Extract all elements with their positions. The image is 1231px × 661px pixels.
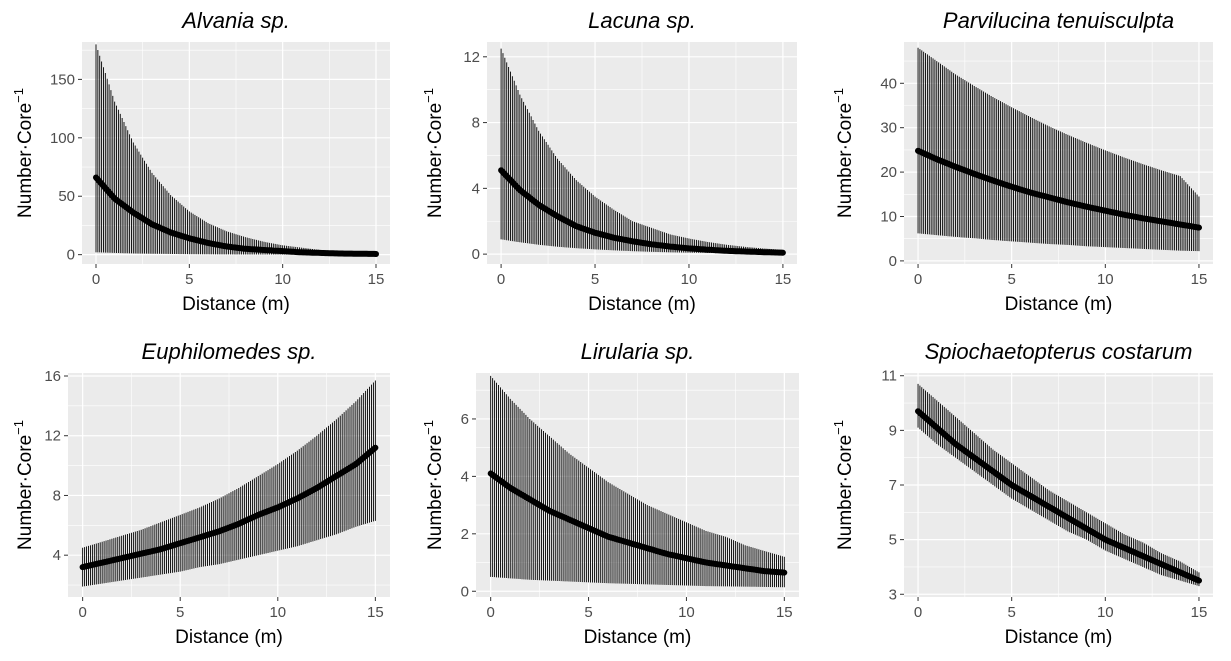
- chart-lacuna: 0 5 10 15 0 4 8 12 Lacuna sp. Distance (m) Number·…: [421, 8, 797, 315]
- chart-5-x-tick-label: 0: [914, 604, 922, 621]
- chart-5-x-tick-label: 15: [1191, 604, 1208, 621]
- chart-2-y-axis-title: Number·Core−1: [831, 88, 856, 218]
- chart-1-y-tick-label: 12: [463, 49, 480, 66]
- chart-3-x-tick-label: 10: [269, 604, 286, 621]
- chart-1-x-tick-label: 0: [497, 271, 505, 288]
- chart-5-y-tick-label: 3: [889, 586, 897, 603]
- panel-spiochaetopterus: 0 5 10 15 3 5 7 9 11 Spiochaetopterus costarum Dis…: [820, 330, 1230, 660]
- chart-0-x-tick-label: 0: [92, 271, 100, 288]
- chart-2-x-tick-label: 15: [1191, 271, 1208, 288]
- chart-3-x-tick-label: 0: [78, 604, 86, 621]
- chart-3-y-axis-title-superscript: −1: [11, 420, 26, 435]
- chart-0-y-tick-label: 0: [67, 247, 75, 264]
- chart-1-y-tick-label: 0: [472, 246, 480, 263]
- chart-2-x-tick-label: 5: [1008, 271, 1016, 288]
- chart-0-y-axis-title-superscript: −1: [11, 88, 26, 103]
- chart-0-x-tick-label: 15: [368, 271, 385, 288]
- chart-1-x-tick-label: 10: [681, 271, 698, 288]
- chart-1-y-axis-title-superscript: −1: [421, 88, 436, 103]
- chart-5-y-tick-label: 5: [889, 532, 897, 549]
- chart-4-y-axis-title: Number·Core−1: [421, 420, 446, 550]
- chart-1-x-tick-label: 5: [591, 271, 599, 288]
- chart-2-y-tick-label: 10: [880, 208, 897, 225]
- chart-0-x-tick-label: 10: [274, 271, 291, 288]
- chart-3-x-tick-label: 5: [176, 604, 184, 621]
- chart-4-x-tick-label: 0: [487, 604, 495, 621]
- chart-0-title: Alvania sp.: [180, 8, 290, 33]
- panel-euphilomedes: 0 5 10 15 4 8 12 16 Euphilomedes sp. Distance (m)…: [0, 330, 410, 660]
- chart-2-x-axis-title: Distance (m): [1005, 294, 1113, 315]
- panel-lacuna: 0 5 10 15 0 4 8 12 Lacuna sp. Distance (m) Number·…: [410, 0, 820, 330]
- panel-parvilucina: 0 5 10 15 0 10 20 30 40 Parvilucina tenuisculpta D…: [820, 0, 1230, 330]
- chart-4-fitted-line: [487, 470, 788, 576]
- chart-2-y-tick-label: 40: [880, 75, 897, 92]
- chart-5-y-axis-title-superscript: −1: [831, 420, 846, 435]
- chart-3-y-tick-label: 16: [44, 368, 61, 385]
- chart-0-x-axis-title: Distance (m): [182, 294, 290, 315]
- chart-3-y-axis-title: Number·Core−1: [11, 420, 36, 550]
- chart-0-x-tick-label: 5: [185, 271, 193, 288]
- chart-1-error-bars: [500, 48, 784, 254]
- chart-2-x-tick-label: 10: [1097, 271, 1114, 288]
- chart-0-y-axis-title: Number·Core−1: [11, 88, 36, 218]
- panel-alvania: 0 5 10 15 0 50 100 150 Alvania sp. Distance (m) Nu…: [0, 0, 410, 330]
- chart-euphilomedes: 0 5 10 15 4 8 12 16 Euphilomedes sp. Distance (m)…: [11, 339, 390, 648]
- chart-2-title: Parvilucina tenuisculpta: [943, 8, 1174, 33]
- chart-4-x-tick-label: 10: [678, 604, 695, 621]
- chart-4-y-tick-label: 4: [461, 468, 469, 485]
- chart-4-title: Lirularia sp.: [581, 339, 695, 364]
- chart-5-title: Spiochaetopterus costarum: [925, 339, 1193, 364]
- chart-1-y-axis-title: Number·Core−1: [421, 88, 446, 218]
- chart-3-fitted-line: [79, 444, 379, 571]
- chart-3-y-tick-label: 4: [53, 547, 61, 564]
- chart-4-x-tick-label: 15: [776, 604, 793, 621]
- chart-4-x-tick-label: 5: [584, 604, 592, 621]
- chart-1-y-tick-label: 8: [472, 115, 480, 132]
- chart-2-x-tick-label: 0: [914, 271, 922, 288]
- chart-5-x-axis-title: Distance (m): [1005, 627, 1113, 648]
- panel-lirularia: 0 5 10 15 0 2 4 6 Lirularia sp. Distance (m) Numbe…: [410, 330, 820, 660]
- chart-5-x-tick-label: 5: [1008, 604, 1016, 621]
- chart-3-y-tick-label: 12: [44, 428, 61, 445]
- chart-parvilucina: 0 5 10 15 0 10 20 30 40 Parvilucina tenuisculpta D…: [831, 8, 1213, 315]
- chart-4-y-tick-label: 2: [461, 526, 469, 543]
- chart-3-y-tick-label: 8: [53, 487, 61, 504]
- chart-0-y-tick-label: 100: [50, 130, 75, 147]
- chart-3-x-axis-title: Distance (m): [175, 627, 283, 648]
- chart-4-x-axis-title: Distance (m): [584, 627, 692, 648]
- chart-2-y-tick-label: 20: [880, 164, 897, 181]
- chart-1-x-axis-title: Distance (m): [588, 294, 696, 315]
- chart-0-y-tick-label: 150: [50, 71, 75, 88]
- chart-5-y-tick-label: 11: [881, 368, 897, 385]
- chart-2-y-axis-title-superscript: −1: [831, 88, 846, 103]
- chart-spiochaetopterus: 0 5 10 15 3 5 7 9 11 Spiochaetopterus costarum Dis…: [831, 339, 1213, 648]
- chart-5-y-tick-label: 9: [889, 422, 897, 439]
- chart-4-y-tick-label: 6: [461, 411, 469, 428]
- chart-3-x-tick-label: 15: [367, 604, 384, 621]
- chart-2-y-tick-label: 30: [880, 120, 897, 137]
- chart-lirularia: 0 5 10 15 0 2 4 6 Lirularia sp. Distance (m) Numbe…: [421, 339, 799, 648]
- chart-1-title: Lacuna sp.: [588, 8, 696, 33]
- chart-0-fitted-line: [93, 174, 379, 257]
- chart-4-y-axis-title-superscript: −1: [421, 420, 436, 435]
- chart-4-y-tick-label: 0: [461, 583, 469, 600]
- chart-1-x-tick-label: 15: [775, 271, 792, 288]
- chart-5-fitted-line: [915, 408, 1202, 584]
- chart-1-y-tick-label: 4: [472, 180, 480, 197]
- chart-3-title: Euphilomedes sp.: [142, 339, 317, 364]
- chart-1-fitted-line: [498, 167, 786, 256]
- chart-0-y-tick-label: 50: [58, 188, 75, 205]
- chart-5-y-tick-label: 7: [889, 477, 897, 494]
- chart-5-x-tick-label: 10: [1097, 604, 1114, 621]
- chart-2-y-tick-label: 0: [889, 253, 897, 270]
- chart-2-error-bars: [917, 47, 1200, 252]
- chart-2-fitted-line: [915, 147, 1202, 231]
- chart-5-y-axis-title: Number·Core−1: [831, 420, 856, 550]
